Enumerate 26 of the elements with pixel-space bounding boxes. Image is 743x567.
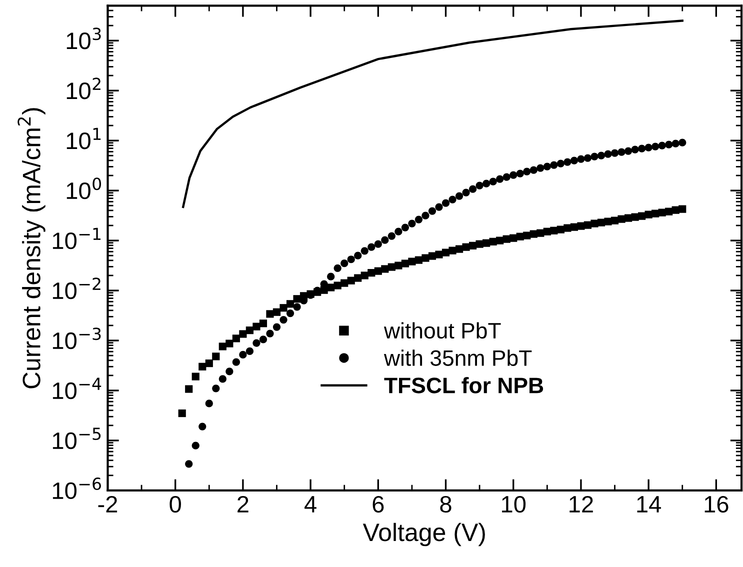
y-tick-label: 10$^{2}$: [66, 78, 100, 100]
y-tick-label: 10$^{−6}$: [52, 478, 101, 500]
x-tick-label: 12: [570, 496, 593, 512]
x-tick-label: 0: [170, 496, 181, 513]
y-tick-label: 10$^{3}$: [66, 28, 101, 50]
y-tick-label: 10$^{−3}$: [52, 328, 101, 350]
line-series: [182, 20, 684, 208]
x-tick-label: 10: [502, 496, 526, 513]
y-tick-label: 10$^{0}$: [66, 178, 102, 200]
y-tick-label: 10$^{1}$: [66, 128, 101, 150]
y-tick-label: 10$^{−1}$: [52, 228, 100, 250]
x-axis-title: Voltage (V): [362, 522, 485, 546]
legend-label: TFSCL for NPB: [384, 377, 544, 394]
x-tick-label: -2: [98, 496, 118, 512]
y-tick-label: 10$^{−4}$: [52, 378, 102, 400]
x-tick-label: 2: [238, 496, 248, 512]
y-axis-title: Current density (mA/cm$^{2}$): [18, 108, 46, 388]
x-tick-label: 16: [704, 496, 728, 513]
x-tick-label: 6: [372, 496, 384, 513]
y-tick-label: 10$^{−2}$: [52, 278, 100, 300]
legend-label: without PbT: [384, 322, 501, 339]
y-tick-label: 10$^{−5}$: [52, 428, 101, 450]
legend-label: with 35nm PbT: [384, 350, 532, 366]
x-tick-label: 8: [440, 496, 452, 513]
x-tick-label: 4: [304, 496, 316, 512]
x-tick-label: 14: [637, 496, 661, 512]
